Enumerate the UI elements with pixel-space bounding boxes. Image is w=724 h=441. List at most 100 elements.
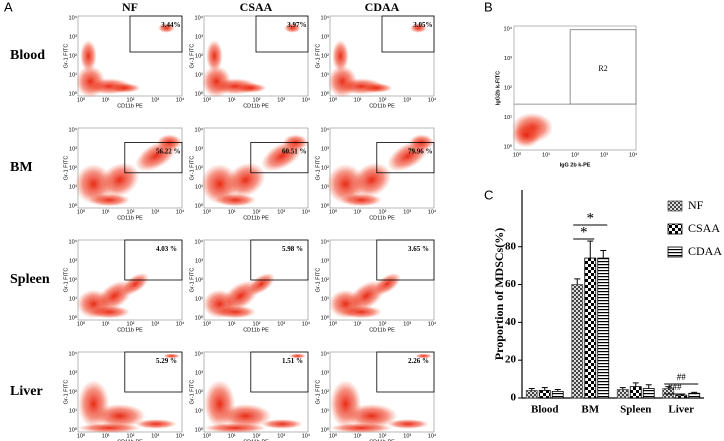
y-tick-label: 10⁴: [321, 350, 330, 357]
x-tick-label: 10¹: [102, 321, 110, 327]
x-tick-label: 10³: [403, 97, 411, 103]
y-tick-label: 10⁰: [69, 314, 78, 321]
x-axis-label: CD11b PE: [243, 439, 269, 441]
y-tick-label: 10²: [69, 389, 77, 395]
x-tick-label: 10²: [379, 97, 387, 103]
x-tick-label: 10²: [127, 321, 135, 327]
event-density: [88, 305, 130, 319]
y-tick-label: 80: [505, 240, 517, 252]
x-tick-label: 10³: [151, 433, 159, 439]
y-axis-label: Gr-1 FITC: [315, 44, 321, 69]
x-tick-label: 10⁰: [203, 320, 212, 327]
x-axis-label: CD11b PE: [243, 215, 269, 221]
y-tick-label: 10²: [195, 53, 203, 59]
x-tick-label: Spleen: [620, 404, 651, 416]
gate-percent: 1.51 %: [282, 357, 303, 365]
gate-percent: 4.03 %: [156, 245, 177, 253]
x-tick-label: 10³: [151, 97, 159, 103]
gate-percent: 3.44%: [161, 21, 180, 29]
x-tick-label: 10²: [379, 433, 387, 439]
gate-percent: 5.98 %: [282, 245, 303, 253]
event-density: [415, 353, 432, 359]
y-tick-label: 10³: [195, 258, 203, 264]
event-density: [387, 419, 429, 429]
x-tick-label: 10¹: [354, 321, 362, 327]
x-tick-label: 10³: [151, 321, 159, 327]
x-tick-label: 10²: [253, 321, 261, 327]
y-axis-label: Gr-1 FITC: [63, 156, 69, 181]
event-density: [373, 272, 401, 296]
bar: [675, 394, 688, 399]
x-tick-label: 10⁰: [77, 432, 86, 439]
x-tick-label: 10¹: [228, 321, 236, 327]
y-tick-label: 10⁰: [321, 426, 330, 433]
x-tick-label: 10⁴: [428, 208, 437, 215]
x-tick-label: 10³: [600, 152, 608, 158]
y-axis-label: Gr-1 FITC: [189, 44, 195, 69]
x-tick-label: 10¹: [102, 97, 110, 103]
x-tick-label: 10⁴: [428, 320, 437, 327]
gate: [376, 239, 435, 281]
event-density: [109, 83, 141, 93]
y-tick-label: 10²: [321, 53, 329, 59]
y-axis-label: Gr-1 FITC: [63, 268, 69, 293]
y-tick-label: 10⁰: [321, 90, 330, 97]
y-tick-label: 10⁰: [321, 314, 330, 321]
y-axis-label: Proportion of MDSCs(%): [492, 228, 506, 360]
y-tick-label: 10¹: [69, 184, 77, 190]
x-tick-label: 10³: [277, 433, 285, 439]
event-density: [345, 404, 398, 428]
x-tick-label: BM: [581, 404, 599, 416]
bar: [571, 284, 584, 399]
y-axis-label: Gr-1 FITC: [189, 156, 195, 181]
x-tick-label: 10⁰: [203, 96, 212, 103]
y-tick-label: 10⁴: [321, 14, 330, 21]
x-tick-label: 10¹: [102, 433, 110, 439]
x-axis-label: CD11b PE: [369, 439, 395, 441]
x-axis-label: CD11b PE: [369, 215, 395, 221]
x-tick-label: 10¹: [542, 152, 550, 158]
y-tick-label: 10¹: [195, 408, 203, 414]
row-label: Liver: [10, 384, 43, 399]
y-tick-label: 10⁴: [195, 238, 204, 245]
y-axis-label: IgG2b k-FITC: [495, 71, 501, 105]
y-tick-label: 10⁴: [69, 126, 78, 133]
y-tick-label: 10³: [321, 34, 329, 40]
y-tick-label: 10²: [321, 277, 329, 283]
x-tick-label: 10⁴: [176, 320, 185, 327]
y-tick-label: 10⁰: [195, 202, 204, 209]
x-tick-label: 10²: [253, 209, 261, 215]
x-tick-label: 10⁴: [176, 208, 185, 215]
x-tick-label: 10²: [127, 433, 135, 439]
x-tick-label: 10⁰: [329, 432, 338, 439]
y-axis-label: Gr-1 FITC: [63, 380, 69, 405]
event-density: [99, 162, 140, 198]
y-tick-label: 10¹: [321, 184, 329, 190]
gate-percent: 60.51 %: [282, 148, 307, 156]
y-axis-label: Gr-1 FITC: [189, 380, 195, 405]
x-tick-label: 10⁰: [329, 96, 338, 103]
y-tick-label: 10⁰: [504, 143, 513, 150]
x-tick-label: 10³: [403, 321, 411, 327]
event-density: [158, 23, 175, 33]
bar: [551, 390, 564, 399]
column-header: CDAA: [365, 0, 400, 14]
y-tick-label: 10¹: [321, 408, 329, 414]
y-tick-label: 10¹: [195, 296, 203, 302]
y-tick-label: 10¹: [195, 184, 203, 190]
gate-percent: 2.26 %: [408, 357, 429, 365]
event-density: [204, 423, 267, 433]
significance-mark: ###: [668, 382, 682, 392]
x-tick-label: 10¹: [354, 433, 362, 439]
y-tick-label: 10³: [321, 370, 329, 376]
legend-label: CDAA: [688, 244, 722, 258]
y-tick-label: 10⁴: [195, 350, 204, 357]
row-label: Spleen: [10, 272, 50, 287]
x-tick-label: 10⁴: [302, 96, 311, 103]
x-tick-label: 10¹: [228, 433, 236, 439]
x-axis-label: CD11b PE: [369, 103, 395, 109]
y-tick-label: 10²: [69, 277, 77, 283]
x-tick-label: 10⁰: [513, 151, 522, 158]
gate-percent: 3.97%: [287, 21, 306, 29]
